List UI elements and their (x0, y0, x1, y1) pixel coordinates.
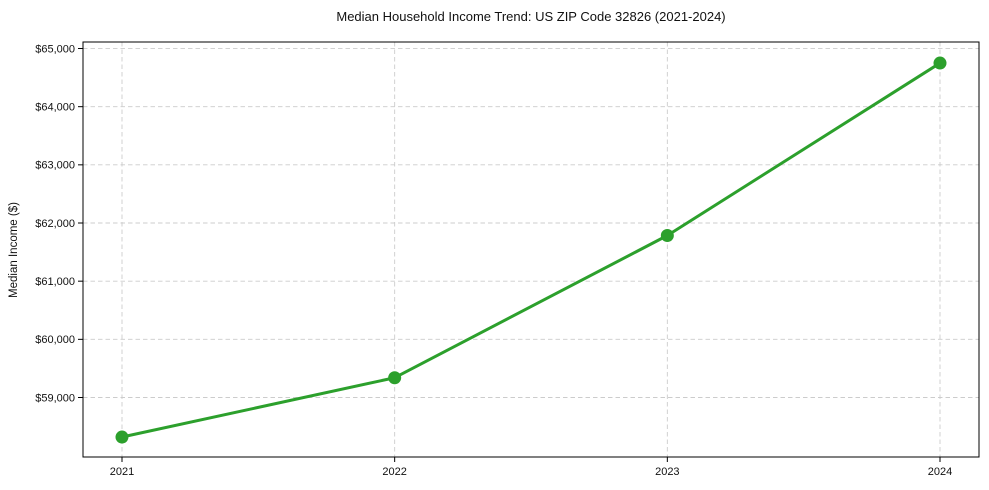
data-point (660, 229, 674, 243)
trend-line (120, 61, 942, 439)
x-tick-label: 2024 (928, 466, 952, 478)
data-point (115, 430, 129, 444)
y-tick-label: $59,000 (35, 392, 75, 404)
y-tick-label: $64,000 (35, 102, 75, 114)
x-tick-label: 2022 (382, 466, 406, 478)
x-tick-label: 2021 (110, 466, 134, 478)
y-tick-label: $61,000 (35, 276, 75, 288)
y-tick-label: $62,000 (35, 218, 75, 230)
y-tick-label: $65,000 (35, 43, 75, 55)
data-point (388, 371, 402, 385)
plot-border (82, 41, 980, 458)
data-point (933, 56, 947, 70)
y-tick-label: $60,000 (35, 334, 75, 346)
y-tick-label: $63,000 (35, 160, 75, 172)
chart-title: Median Household Income Trend: US ZIP Co… (336, 9, 726, 24)
x-tick-label: 2023 (655, 466, 679, 478)
